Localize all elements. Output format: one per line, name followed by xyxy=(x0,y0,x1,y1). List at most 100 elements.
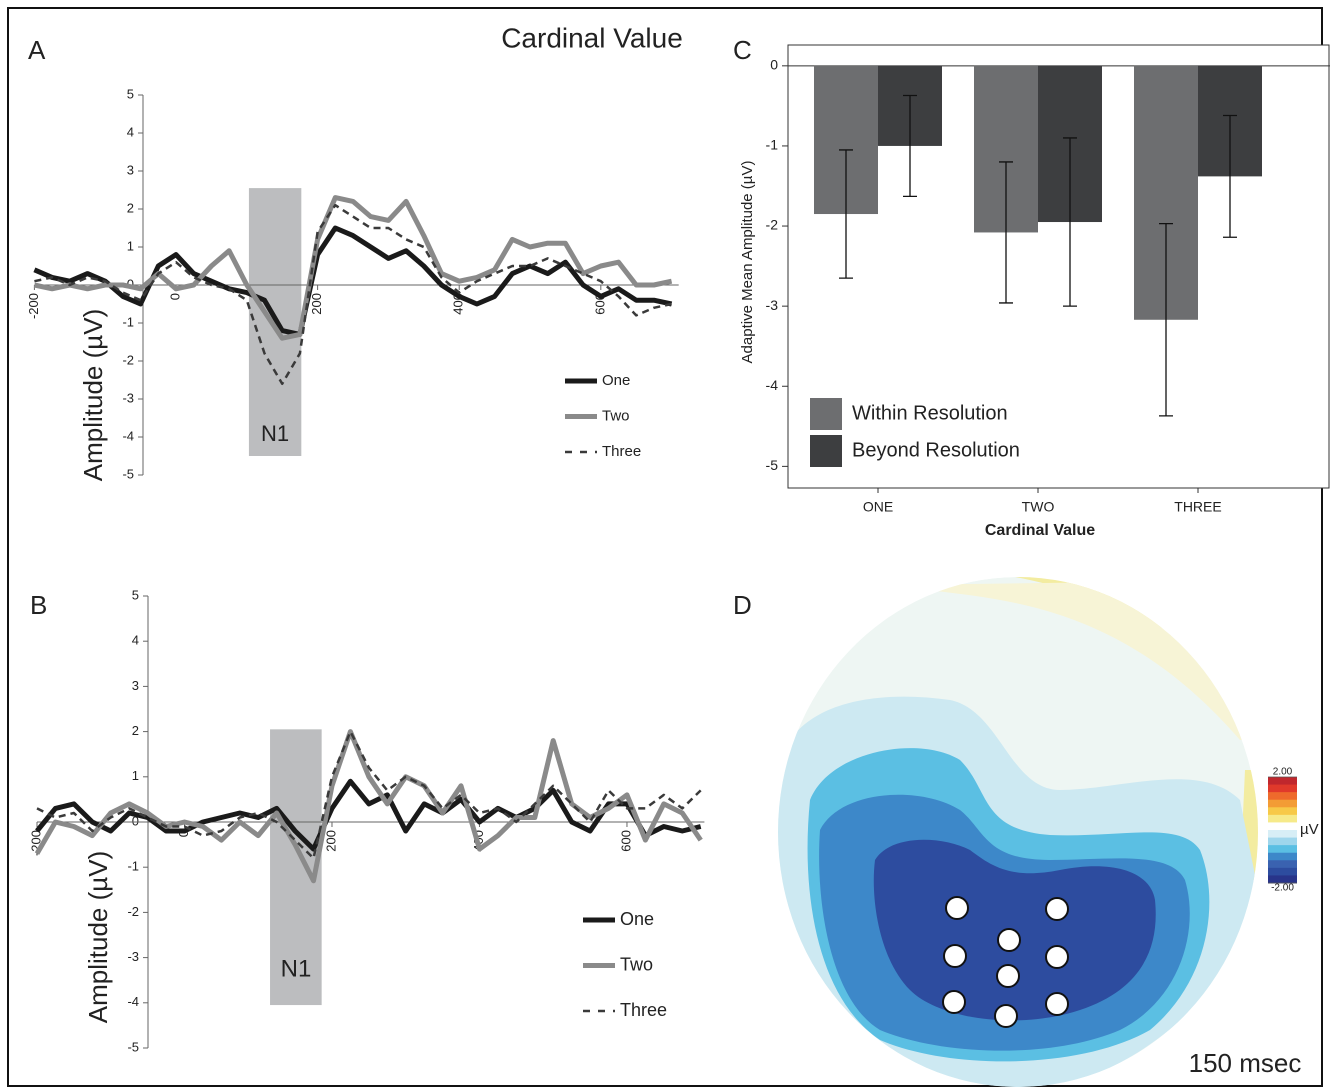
y-tick-label: -1 xyxy=(766,137,779,153)
x-tick-label: THREE xyxy=(1174,499,1221,515)
x-tick-label: 200 xyxy=(323,830,338,852)
colorbar-step xyxy=(1268,875,1297,884)
colorbar-tick-label: -2.00 xyxy=(1271,883,1294,894)
legend-label: Two xyxy=(620,954,653,974)
x-tick-label: 200 xyxy=(309,293,324,315)
chart-title: Cardinal Value xyxy=(501,22,683,53)
y-tick-label: -3 xyxy=(127,949,139,964)
y-tick-label: 4 xyxy=(127,124,134,139)
y-tick-label: -1 xyxy=(127,859,139,874)
y-tick-label: -5 xyxy=(127,1039,139,1054)
series-line xyxy=(33,195,673,341)
colorbar-step xyxy=(1268,799,1297,808)
y-tick-label: 3 xyxy=(132,678,139,693)
colorbar-tick-label: 2.00 xyxy=(1273,767,1293,778)
y-tick-label: 0 xyxy=(770,57,778,73)
y-tick-label: -2 xyxy=(127,904,139,919)
panel-label: D xyxy=(733,590,752,620)
y-tick-label: 2 xyxy=(127,200,134,215)
electrode xyxy=(994,1004,1018,1028)
n1-label: N1 xyxy=(261,421,289,446)
legend-label: Three xyxy=(602,443,641,460)
colorbar-step xyxy=(1268,814,1297,823)
x-tick-label: ONE xyxy=(863,499,893,515)
series-line xyxy=(35,778,702,852)
colorbar-step xyxy=(1268,845,1297,854)
legend-label: Beyond Resolution xyxy=(852,439,1020,461)
panel-label: C xyxy=(733,35,752,65)
colorbar-step xyxy=(1268,777,1297,786)
x-tick-label: 0 xyxy=(167,293,182,300)
y-tick-label: 5 xyxy=(132,587,139,602)
caption: 150 msec xyxy=(1189,1048,1302,1078)
x-tick-label: TWO xyxy=(1022,499,1055,515)
error-bar xyxy=(1159,222,1173,417)
y-tick-label: 3 xyxy=(127,162,134,177)
y-tick-label: -5 xyxy=(122,466,134,481)
electrode xyxy=(1045,992,1069,1016)
colorbar-step xyxy=(1268,867,1297,876)
colorbar-step xyxy=(1268,807,1297,816)
panel-label: A xyxy=(28,35,46,65)
error-bar xyxy=(999,161,1013,304)
electrode xyxy=(997,928,1021,952)
legend-label: One xyxy=(620,909,654,929)
x-tick-label: 600 xyxy=(618,830,633,852)
n1-window xyxy=(270,729,322,1006)
electrode xyxy=(943,944,967,968)
y-tick-label: -3 xyxy=(122,390,134,405)
panel-label: B xyxy=(30,590,47,620)
x-axis-label: Cardinal Value xyxy=(985,522,1095,539)
error-bar xyxy=(839,149,853,279)
x-tick-label: 0 xyxy=(176,830,191,837)
electrode xyxy=(942,990,966,1014)
electrode xyxy=(1045,945,1069,969)
legend-label: Two xyxy=(602,407,630,424)
x-tick-label: -200 xyxy=(26,293,41,319)
y-tick-label: 5 xyxy=(127,86,134,101)
series-line xyxy=(34,729,703,884)
topomap xyxy=(778,577,1258,1087)
electrode xyxy=(1045,897,1069,921)
electrodes xyxy=(942,896,1069,1028)
series-line xyxy=(36,730,702,860)
y-axis-label: Amplitude (µV) xyxy=(78,309,108,481)
y-tick-label: -4 xyxy=(122,428,134,443)
y-tick-label: 2 xyxy=(132,723,139,738)
y-tick-label: -3 xyxy=(766,297,779,313)
y-tick-label: -5 xyxy=(766,457,779,473)
y-axis-label: Amplitude (µV) xyxy=(83,851,113,1023)
colorbar-label: µV xyxy=(1300,821,1319,838)
colorbar-step xyxy=(1268,830,1297,839)
error-bar xyxy=(1063,137,1077,307)
n1-label: N1 xyxy=(281,955,312,982)
y-tick-label: -2 xyxy=(122,352,134,367)
y-tick-label: 0 xyxy=(132,813,139,828)
series-line xyxy=(34,203,672,386)
y-tick-label: 1 xyxy=(127,238,134,253)
electrode xyxy=(996,964,1020,988)
y-tick-label: -4 xyxy=(766,377,779,393)
colorbar-step xyxy=(1268,784,1297,793)
error-bar xyxy=(1223,114,1237,238)
y-tick-label: -4 xyxy=(127,994,139,1009)
legend-swatch xyxy=(810,435,842,467)
y-tick-label: -2 xyxy=(766,217,779,233)
electrode xyxy=(945,896,969,920)
legend-label: Within Resolution xyxy=(852,402,1008,424)
y-axis-label: Adaptive Mean Amplitude (µV) xyxy=(739,161,756,364)
colorbar-step xyxy=(1268,837,1297,846)
y-tick-label: 1 xyxy=(132,768,139,783)
y-tick-label: 4 xyxy=(132,633,139,648)
x-tick-label: 600 xyxy=(592,293,607,315)
error-bar xyxy=(903,94,917,198)
y-tick-label: -1 xyxy=(122,314,134,329)
colorbar-step xyxy=(1268,792,1297,801)
series-line xyxy=(33,225,673,337)
y-tick-label: 0 xyxy=(127,276,134,291)
legend-label: Three xyxy=(620,1000,667,1020)
colorbar-step xyxy=(1268,852,1297,861)
colorbar-step xyxy=(1268,822,1297,831)
